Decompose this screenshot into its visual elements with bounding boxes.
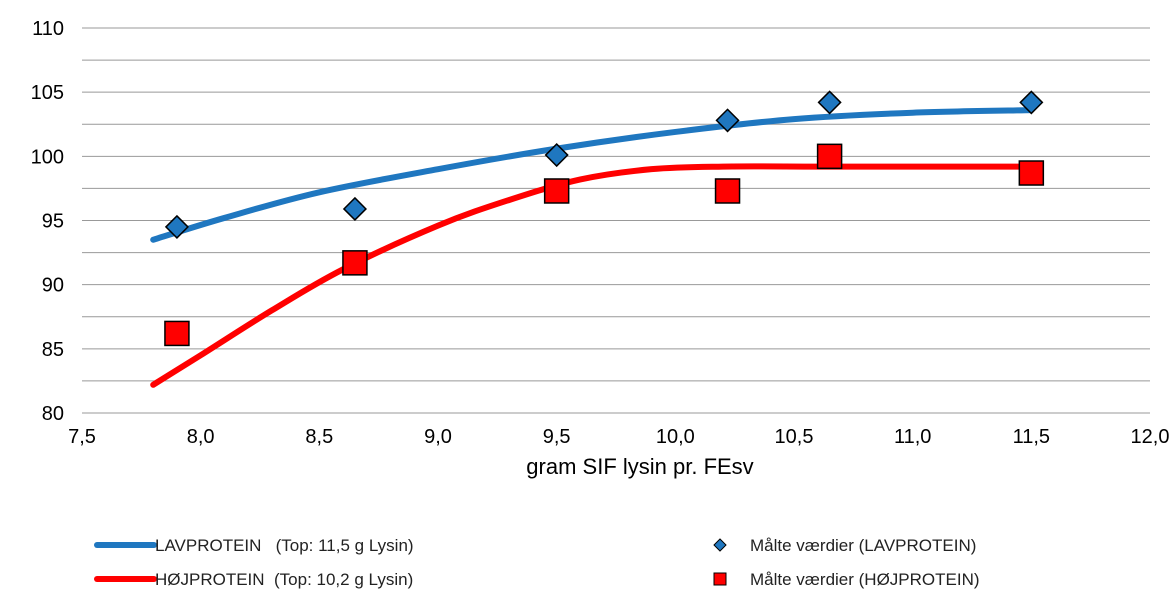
- series-lines: [150, 107, 1035, 388]
- data-point-square: [714, 178, 741, 204]
- y-tick-label: 90: [42, 275, 64, 297]
- x-tick-label: 8,0: [187, 426, 215, 448]
- data-point-diamond: [544, 142, 569, 168]
- y-tick-label: 80: [42, 403, 64, 425]
- legend: LAVPROTEIN (Top: 11,5 g Lysin) HØJPROTEIN…: [94, 536, 980, 589]
- x-axis-ticks: 7,5 8,0 8,5 9,0 9,5 10,0 10,5 11,0 11,5 12,0: [68, 426, 1169, 448]
- y-axis-ticks: 80 85 90 95 100 105 110: [31, 18, 64, 425]
- x-tick-label: 10,5: [775, 426, 814, 448]
- gridlines: [82, 27, 1150, 414]
- data-point-diamond: [342, 196, 367, 222]
- y-tick-label: 110: [32, 18, 64, 40]
- legend-label: HØJPROTEIN (Top: 10,2 g Lysin): [155, 570, 413, 589]
- legend-label: LAVPROTEIN (Top: 11,5 g Lysin): [155, 536, 414, 555]
- data-point-square: [1018, 160, 1045, 186]
- x-tick-label: 7,5: [68, 426, 96, 448]
- data-point-square: [164, 320, 190, 347]
- series-markers: [164, 90, 1045, 347]
- x-tick-label: 12,0: [1131, 426, 1170, 448]
- data-point-square: [816, 143, 843, 170]
- y-tick-label: 105: [31, 82, 64, 104]
- y-tick-label: 95: [42, 211, 64, 233]
- legend-square-swatch: [713, 572, 727, 586]
- y-tick-label: 85: [42, 339, 64, 361]
- series-line: [150, 107, 1035, 243]
- data-point-diamond: [164, 214, 189, 239]
- data-point-square: [543, 178, 570, 204]
- legend-label: Målte værdier (LAVPROTEIN): [750, 536, 976, 555]
- data-point-diamond: [1019, 90, 1044, 115]
- x-tick-label: 10,0: [656, 426, 695, 448]
- x-axis-title: gram SIF lysin pr. FEsv: [526, 454, 753, 479]
- data-point-square: [342, 250, 368, 276]
- y-tick-label: 100: [31, 146, 64, 168]
- x-tick-label: 9,5: [543, 426, 571, 448]
- x-tick-label: 11,0: [894, 426, 931, 448]
- x-tick-label: 11,5: [1013, 426, 1050, 448]
- data-point-diamond: [715, 108, 740, 133]
- legend-diamond-swatch: [713, 538, 727, 552]
- x-tick-label: 8,5: [305, 426, 333, 448]
- x-tick-label: 9,0: [424, 426, 452, 448]
- data-point-diamond: [817, 90, 842, 115]
- legend-label: Målte værdier (HØJPROTEIN): [750, 570, 980, 589]
